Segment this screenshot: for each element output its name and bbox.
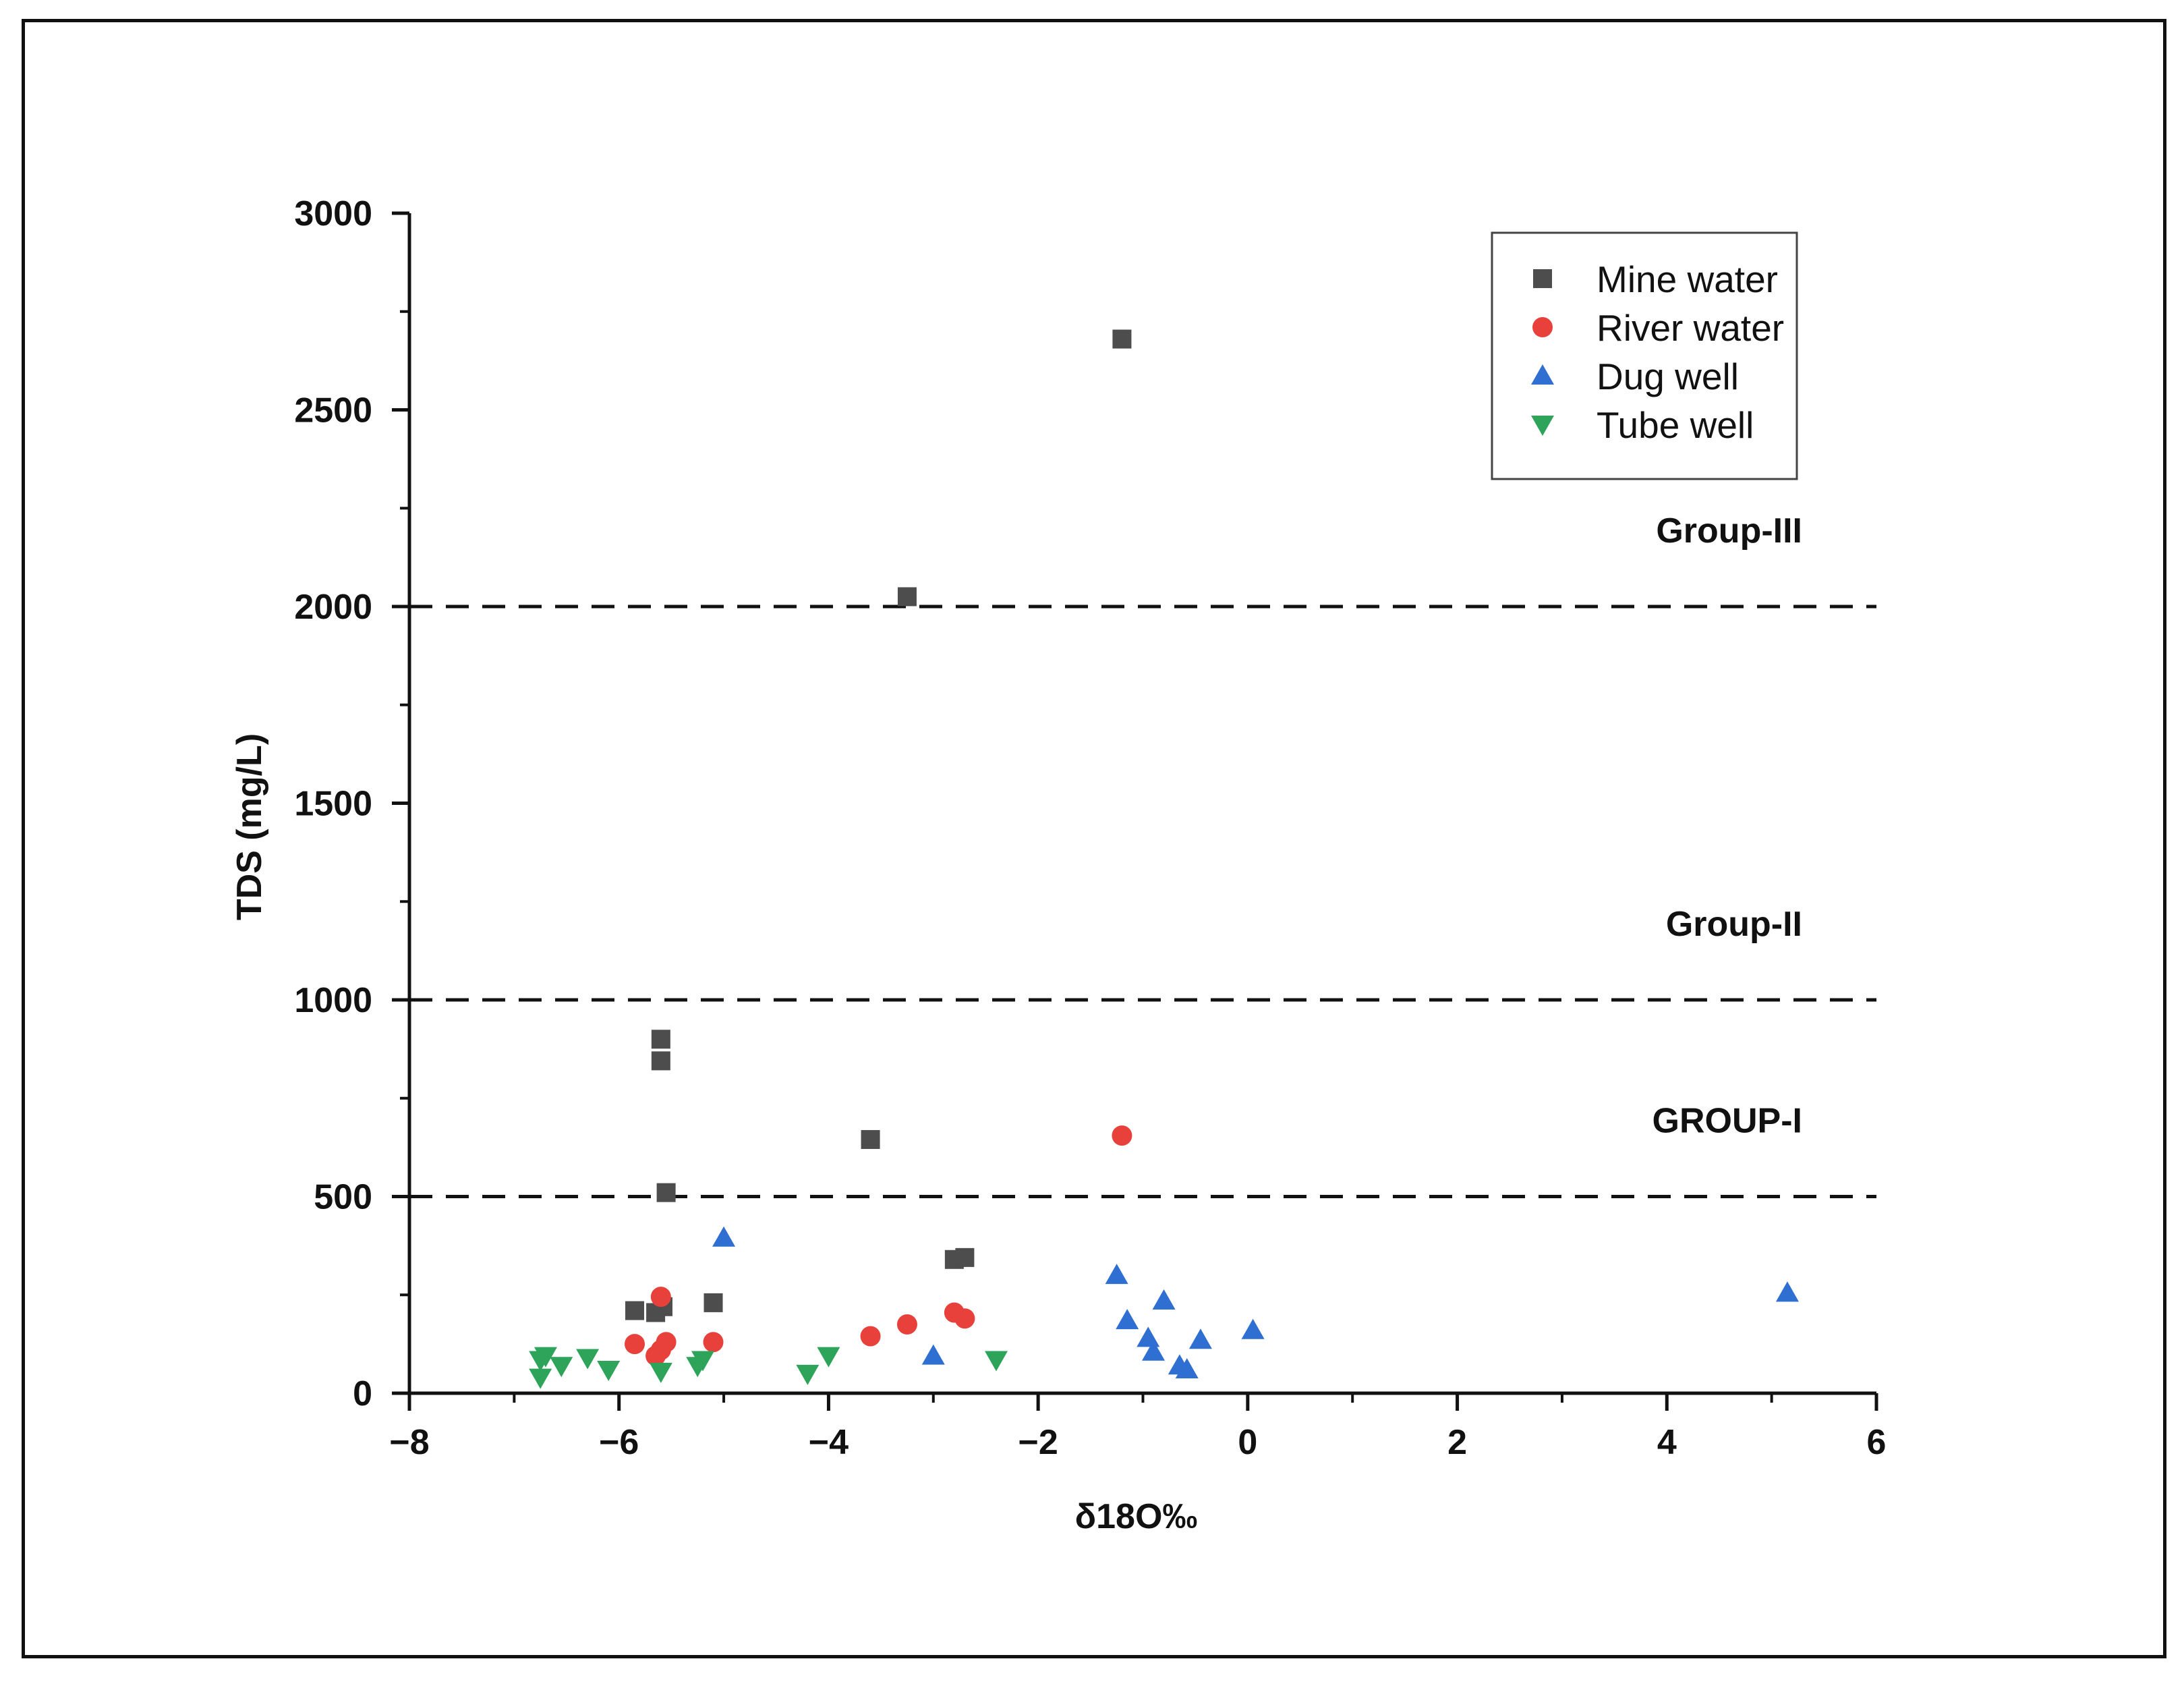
river-water-point (625, 1334, 645, 1355)
legend-marker-dug-well (1531, 364, 1554, 385)
mine-water-point (625, 1301, 645, 1320)
y-tick-label: 0 (353, 1374, 372, 1413)
dug-well-point (1775, 1281, 1799, 1302)
x-tick-label: −2 (1018, 1423, 1058, 1462)
group-label: Group-II (1666, 905, 1802, 944)
river-water-point (1112, 1125, 1132, 1146)
x-axis-title: δ18O‰ (1075, 1497, 1198, 1536)
y-tick-label: 2500 (294, 391, 372, 430)
river-water-point (645, 1345, 666, 1366)
dug-well-point (1188, 1328, 1212, 1349)
mine-water-point (651, 1051, 670, 1071)
legend-marker-mine-water (1533, 269, 1552, 288)
x-tick-label: 6 (1867, 1423, 1887, 1462)
river-water-point (650, 1287, 671, 1308)
dug-well-point (1152, 1289, 1176, 1310)
mine-water-point (861, 1129, 880, 1149)
tube-well-point (597, 1361, 621, 1382)
legend-marker-river-water (1532, 317, 1553, 337)
y-tick-label: 2000 (294, 588, 372, 627)
plot-area: 0 500 1000 1500 2000 2500 3000 −8 −6 −4 −2 0 2 4 6 δ18O… (230, 194, 1886, 1536)
tube-well-point (649, 1362, 672, 1383)
dug-well-point (1116, 1309, 1139, 1330)
legend-label-mine-water: Mine water (1597, 258, 1778, 300)
mine-water-point (1112, 329, 1132, 349)
tube-well-point (576, 1349, 600, 1370)
legend-label-river-water: River water (1597, 307, 1784, 349)
x-tick-label: −6 (599, 1423, 639, 1462)
tube-well-point (796, 1364, 820, 1385)
river-water-point (896, 1314, 917, 1335)
mine-water-point (656, 1183, 676, 1202)
x-tick-label: −4 (809, 1423, 849, 1462)
dug-well-point (1175, 1358, 1199, 1379)
x-tick-label: 2 (1447, 1423, 1467, 1462)
tube-well-point (817, 1347, 840, 1368)
figure-frame: 0 500 1000 1500 2000 2500 3000 −8 −6 −4 −2 0 2 4 6 δ18O… (22, 19, 2166, 1658)
tube-well-point (529, 1368, 552, 1389)
y-axis-title: TDS (mg/L) (230, 733, 269, 920)
legend-marker-tube-well (1531, 416, 1554, 436)
y-tick-label: 3000 (294, 194, 372, 233)
river-water-point (860, 1326, 881, 1347)
tube-well-point (550, 1357, 573, 1378)
x-tick-label: −8 (389, 1423, 429, 1462)
legend-label-dug-well: Dug well (1597, 356, 1739, 397)
y-tick-label: 1000 (294, 981, 372, 1020)
x-tick-label: 0 (1238, 1423, 1257, 1462)
mine-water-point (703, 1293, 723, 1312)
dug-well-point (712, 1226, 736, 1247)
scatter-chart: 0 500 1000 1500 2000 2500 3000 −8 −6 −4 −2 0 2 4 6 δ18O… (230, 194, 1886, 1536)
dug-well-point (1142, 1340, 1166, 1361)
group-label: GROUP-I (1653, 1102, 1802, 1141)
tube-well-point (985, 1351, 1008, 1372)
y-tick-label: 1500 (294, 785, 372, 824)
river-water-point (703, 1332, 724, 1353)
river-water-point (954, 1308, 975, 1329)
dug-well-point (1241, 1318, 1265, 1339)
mine-water-point (955, 1247, 975, 1267)
tube-well-point (691, 1351, 714, 1372)
dug-well-point (1137, 1326, 1160, 1347)
dug-well-point (1105, 1264, 1128, 1285)
mine-water-point (651, 1030, 670, 1049)
y-tick-label: 500 (314, 1178, 372, 1217)
group-label: Group-III (1656, 511, 1802, 551)
legend-label-tube-well: Tube well (1597, 404, 1754, 446)
legend: Mine water River water Dug well Tube well (1491, 231, 1798, 480)
x-tick-label: 4 (1657, 1423, 1677, 1462)
mine-water-point (897, 587, 917, 607)
tube-well-point (529, 1351, 552, 1372)
dug-well-point (921, 1344, 945, 1365)
